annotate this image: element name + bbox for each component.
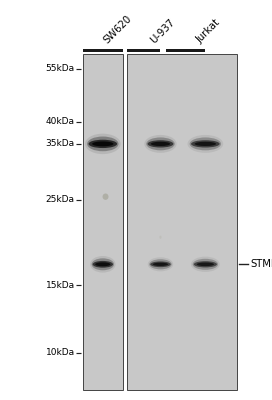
Text: SW620: SW620 — [102, 13, 134, 45]
Ellipse shape — [103, 194, 109, 200]
Text: 10kDa: 10kDa — [46, 348, 75, 357]
Ellipse shape — [85, 134, 121, 154]
Ellipse shape — [193, 259, 218, 270]
Ellipse shape — [92, 142, 113, 146]
Ellipse shape — [144, 135, 177, 153]
Ellipse shape — [95, 262, 110, 266]
Ellipse shape — [194, 261, 217, 268]
Bar — [83, 54, 123, 390]
Bar — [166, 49, 205, 52]
Ellipse shape — [149, 259, 172, 269]
Ellipse shape — [146, 138, 175, 150]
Bar — [127, 49, 160, 52]
Text: 15kDa: 15kDa — [46, 281, 75, 290]
Text: Jurkat: Jurkat — [194, 18, 222, 45]
Bar — [127, 54, 237, 390]
Ellipse shape — [89, 140, 117, 148]
Text: STMN1: STMN1 — [250, 259, 272, 269]
Ellipse shape — [92, 261, 113, 268]
Ellipse shape — [147, 140, 174, 148]
Ellipse shape — [148, 257, 173, 271]
Ellipse shape — [87, 136, 119, 151]
Ellipse shape — [159, 236, 162, 239]
Text: 55kDa: 55kDa — [46, 64, 75, 73]
Ellipse shape — [90, 256, 116, 273]
Text: 25kDa: 25kDa — [46, 196, 75, 204]
Ellipse shape — [92, 258, 114, 270]
Ellipse shape — [190, 138, 221, 150]
Bar — [83, 49, 123, 52]
Text: 35kDa: 35kDa — [46, 139, 75, 148]
Text: 40kDa: 40kDa — [46, 117, 75, 126]
Ellipse shape — [153, 263, 168, 266]
Ellipse shape — [151, 142, 170, 146]
Ellipse shape — [191, 257, 220, 272]
Text: U-937: U-937 — [148, 17, 177, 45]
Ellipse shape — [197, 262, 214, 266]
Ellipse shape — [195, 142, 216, 146]
Ellipse shape — [187, 135, 223, 153]
Ellipse shape — [191, 140, 220, 148]
Ellipse shape — [150, 262, 171, 267]
